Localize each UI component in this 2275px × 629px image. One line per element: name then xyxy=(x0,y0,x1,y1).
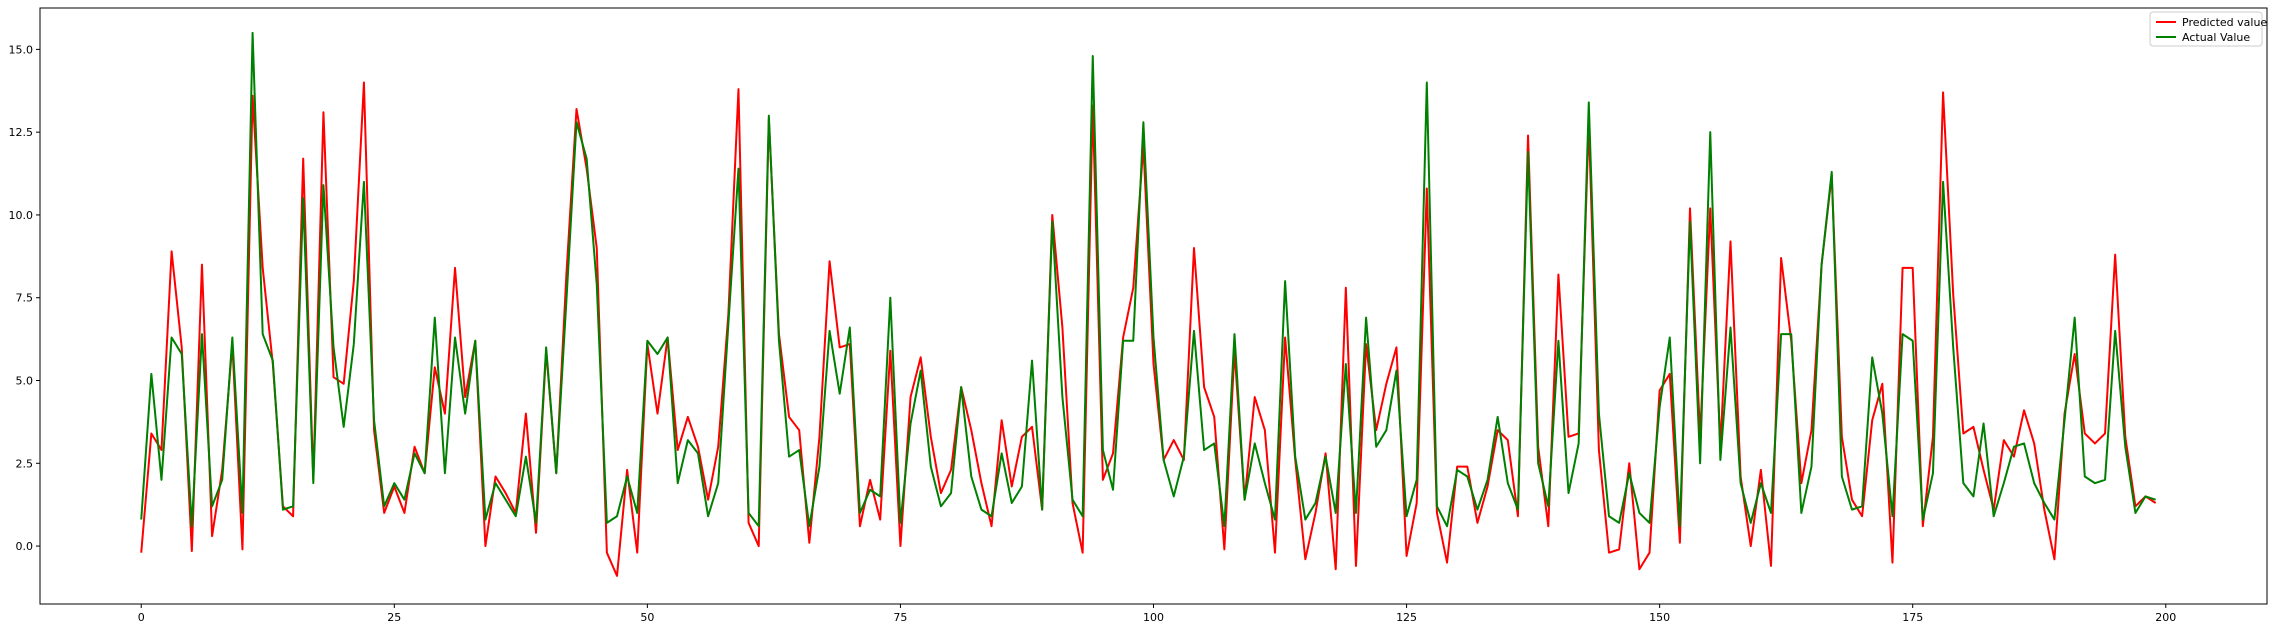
x-tick-label: 25 xyxy=(387,611,401,624)
series-layer xyxy=(140,31,2157,577)
x-tick-label: 75 xyxy=(893,611,907,624)
y-tick-label: 5.0 xyxy=(16,375,34,388)
y-tick-label: 10.0 xyxy=(9,209,34,222)
x-tick-label: 0 xyxy=(138,611,145,624)
x-tick-label: 125 xyxy=(1396,611,1417,624)
y-tick-label: 7.5 xyxy=(16,292,34,305)
x-tick-label: 50 xyxy=(640,611,654,624)
x-tick-label: 100 xyxy=(1143,611,1164,624)
legend: Predicted value Actual Value xyxy=(2149,11,2267,47)
plot-frame xyxy=(39,7,2268,605)
series-line-predicted xyxy=(140,81,2157,577)
x-tick-label: 200 xyxy=(2155,611,2176,624)
x-tick-label: 175 xyxy=(1902,611,1923,624)
legend-label: Predicted value xyxy=(2182,16,2267,29)
y-tick-label: 12.5 xyxy=(9,126,34,139)
x-axis: 0 25 50 75 100 125 150 175 200 xyxy=(138,604,2176,624)
y-axis: 0.0 2.5 5.0 7.5 10.0 12.5 15.0 xyxy=(9,43,40,553)
x-tick-label: 150 xyxy=(1649,611,1670,624)
legend-label: Actual Value xyxy=(2182,31,2250,44)
y-tick-label: 15.0 xyxy=(9,43,34,56)
legend-box xyxy=(2149,11,2263,47)
y-tick-label: 0.0 xyxy=(16,540,34,553)
y-tick-label: 2.5 xyxy=(16,457,34,470)
series-line-actual xyxy=(140,31,2156,528)
